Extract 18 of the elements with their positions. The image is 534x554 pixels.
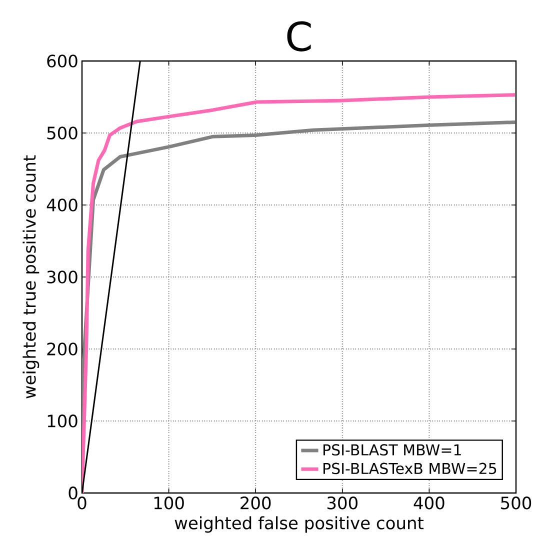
legend-label: PSI-BLASTexB MBW=25 (324, 462, 496, 474)
x-tick-label: 0 (78, 496, 86, 510)
legend-label: PSI-BLAST MBW=1 (324, 444, 461, 456)
x-tick-label: 400 (414, 496, 444, 510)
chart-title: C (287, 21, 311, 52)
x-tick-label: 100 (154, 496, 184, 510)
y-tick-label: 0 (68, 486, 78, 500)
x-tick-label: 500 (501, 496, 532, 510)
x-tick-label: 300 (327, 496, 358, 510)
y-tick-label: 500 (47, 126, 78, 140)
y-tick-label: 300 (47, 270, 78, 284)
y-tick-label: 200 (47, 342, 78, 356)
x-tick-label: 200 (240, 496, 271, 510)
y-tick-label: 600 (47, 54, 78, 68)
y-axis-title: weighted true positive count (22, 155, 40, 398)
y-tick-label: 100 (48, 414, 78, 428)
x-axis-title: weighted false positive count (174, 516, 424, 533)
y-tick-label: 400 (46, 198, 78, 212)
